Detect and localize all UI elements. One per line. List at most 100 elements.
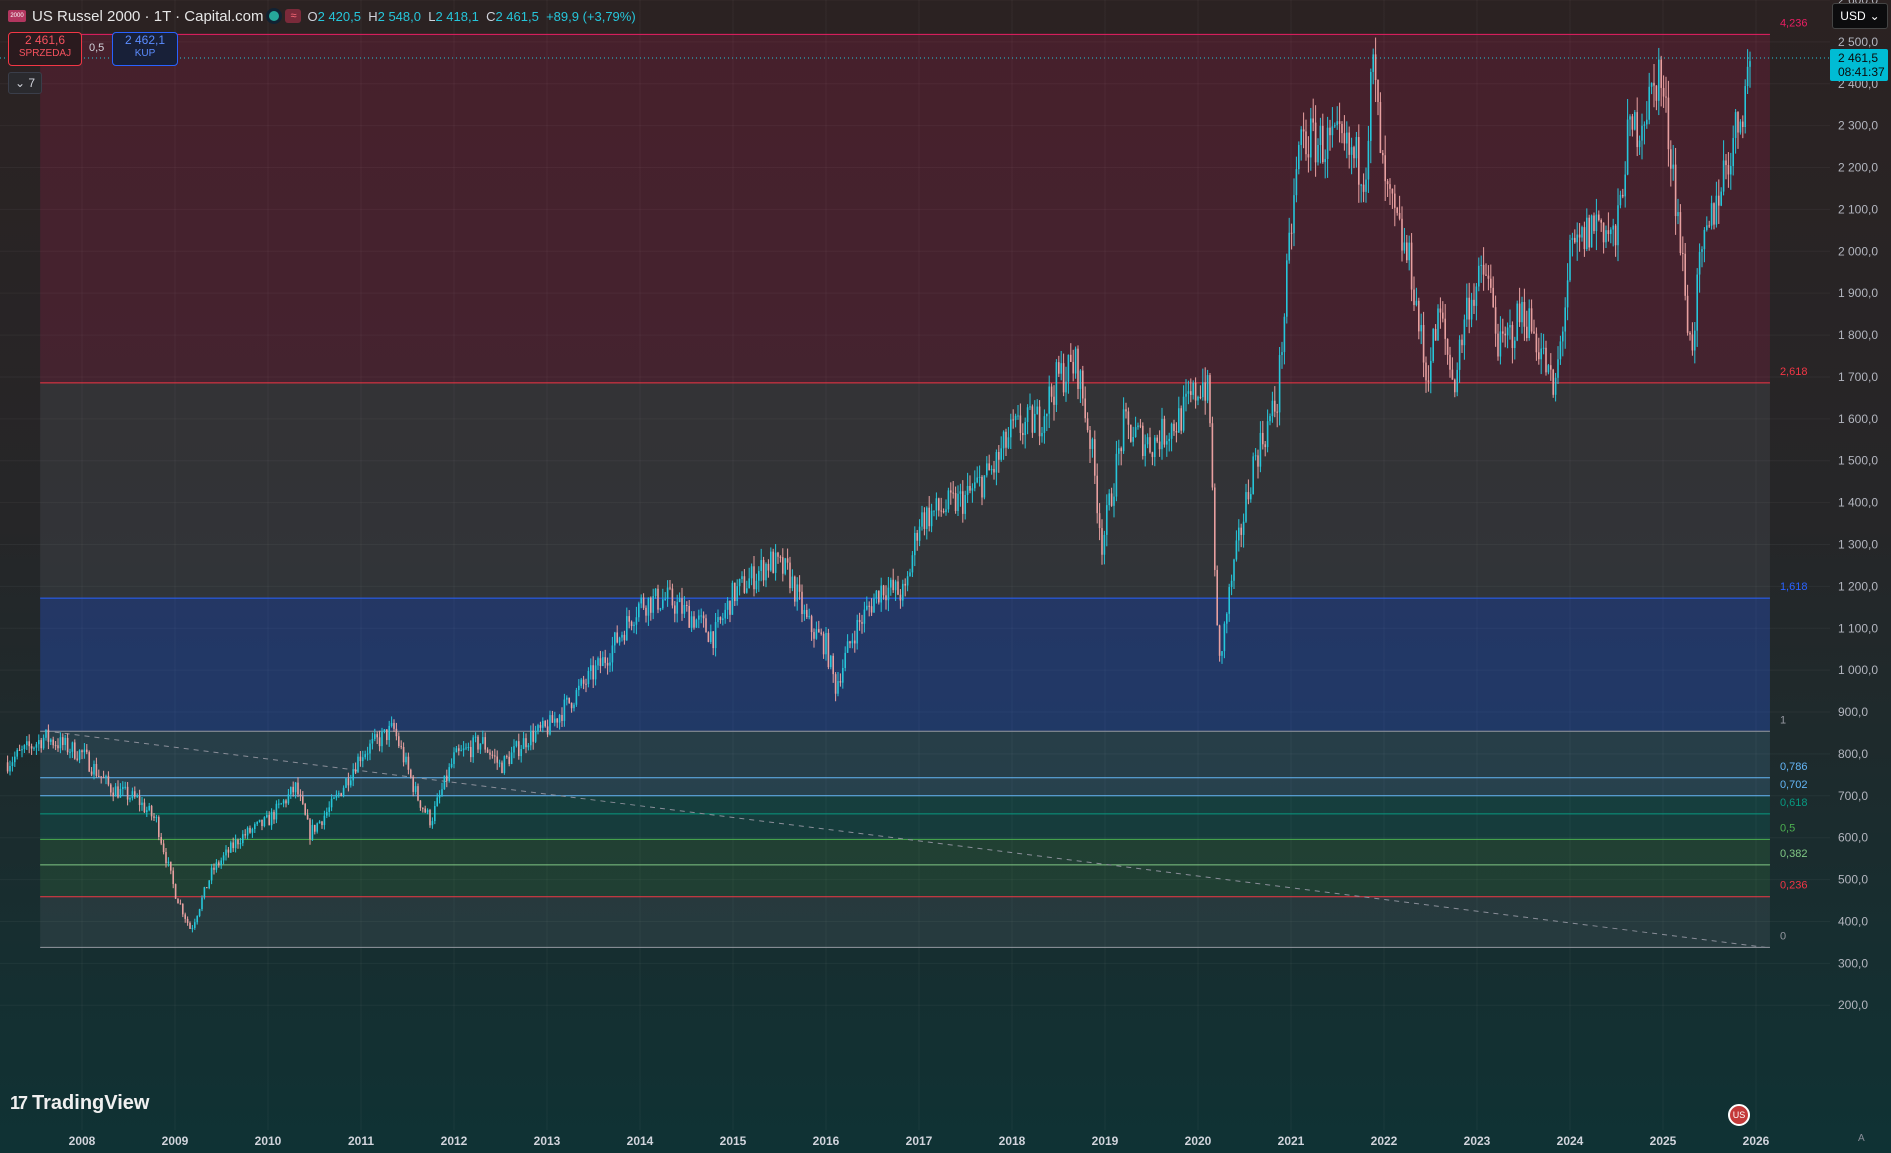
indicators-toggle-button[interactable]: ⌄ 7 (8, 72, 42, 94)
candle-body (1161, 418, 1163, 450)
symbol-title[interactable]: US Russel 2000 · 1T · Capital.com (32, 7, 264, 25)
candle-body (873, 598, 875, 613)
candle-body (1379, 102, 1382, 153)
candle-body (268, 814, 270, 826)
candle-body (1185, 393, 1187, 397)
candle-body (1473, 299, 1475, 306)
candle-body (374, 734, 376, 739)
candle-body (206, 887, 208, 889)
candle-body (556, 718, 558, 723)
candle-body (1442, 312, 1444, 319)
candle-body (998, 452, 1000, 460)
candle-body (1398, 212, 1401, 219)
candle-body (1396, 207, 1398, 213)
candle-body (1370, 71, 1372, 141)
candle-body (184, 914, 186, 919)
candle-body (897, 581, 899, 595)
candle-body (734, 582, 736, 602)
candle-body (1504, 333, 1506, 336)
candle-body (1430, 361, 1432, 382)
candle-body (434, 806, 436, 822)
fib-level-label: 0,236 (1780, 880, 1808, 892)
candle-body (695, 619, 698, 628)
candle-body (1259, 432, 1262, 467)
candle-body (1593, 215, 1595, 232)
price-axis-label: 500,0 (1838, 873, 1868, 887)
candle-body (582, 679, 585, 684)
candle-body (1122, 409, 1125, 452)
candle-body (239, 843, 242, 845)
candle-body (1110, 493, 1113, 506)
candle-body (189, 922, 191, 929)
candle-body (263, 817, 266, 827)
candle-body (1708, 225, 1710, 227)
candle-body (969, 485, 971, 491)
candle-body (1703, 229, 1706, 250)
candle-body (1187, 391, 1190, 394)
candle-body (705, 618, 707, 633)
candle-body (62, 737, 64, 745)
candle-body (1727, 165, 1730, 175)
candle-body (786, 558, 789, 563)
candle-body (762, 560, 765, 581)
candle-body (278, 803, 280, 805)
candle-body (210, 867, 213, 881)
fib-level-label: 0,702 (1780, 779, 1808, 791)
sell-button[interactable]: 2 461,6 SPRZEDAJ (8, 32, 82, 66)
candle-body (959, 491, 962, 494)
candle-body (280, 803, 282, 805)
candle-body (1209, 375, 1211, 424)
candle-body (801, 591, 803, 615)
candle-body (1350, 147, 1353, 155)
candle-body (527, 745, 530, 748)
candle-body (1583, 227, 1586, 249)
currency-select[interactable]: USD ⌄ (1832, 3, 1888, 29)
candle-body (1072, 361, 1074, 374)
candle-body (1718, 195, 1720, 206)
candle-body (119, 789, 122, 798)
candle-body (299, 794, 302, 797)
candle-body (1490, 278, 1492, 288)
candle-body (213, 867, 215, 870)
candle-body (1041, 432, 1043, 437)
candle-body (1305, 131, 1307, 155)
us-flag-icon[interactable]: US (1728, 1104, 1750, 1126)
candle-body (993, 469, 995, 473)
time-axis-label: 2021 (1278, 1134, 1305, 1148)
candle-body (736, 586, 738, 602)
candle-body (292, 786, 294, 793)
candle-body (489, 752, 491, 755)
candle-body (760, 560, 762, 572)
candle-body (1605, 230, 1607, 243)
candle-body (1485, 274, 1487, 276)
candle-body (1732, 137, 1734, 167)
tradingview-logo[interactable]: 17 TradingView (10, 1092, 150, 1114)
candle-body (626, 616, 628, 641)
candle-body (510, 752, 513, 765)
fib-zone (40, 731, 1770, 778)
candle-body (78, 750, 81, 760)
time-axis-label: 2023 (1464, 1134, 1491, 1148)
candles (6, 37, 1751, 933)
candle-body (1403, 242, 1406, 251)
candle-body (890, 579, 892, 588)
candle-body (899, 594, 902, 601)
candle-body (234, 839, 237, 849)
candle-body (338, 793, 340, 795)
candle-body (405, 756, 407, 763)
candle-body (479, 743, 482, 750)
candle-body (371, 738, 374, 744)
candle-body (1178, 408, 1180, 433)
candle-body (748, 578, 750, 589)
auto-scale-button[interactable]: A (1858, 1133, 1865, 1144)
candle-body (1089, 430, 1091, 449)
candle-body (182, 903, 184, 915)
time-axis-label: 2024 (1557, 1134, 1584, 1148)
price-axis: 2 700,02 600,02 500,02 400,02 300,02 200… (1830, 0, 1888, 1012)
wave-icon[interactable]: ≈ (285, 9, 302, 23)
candle-body (110, 784, 112, 793)
buy-button[interactable]: 2 462,1 KUP (112, 32, 178, 66)
candle-body (1108, 493, 1110, 506)
price-axis-label: 2 100,0 (1838, 202, 1878, 216)
